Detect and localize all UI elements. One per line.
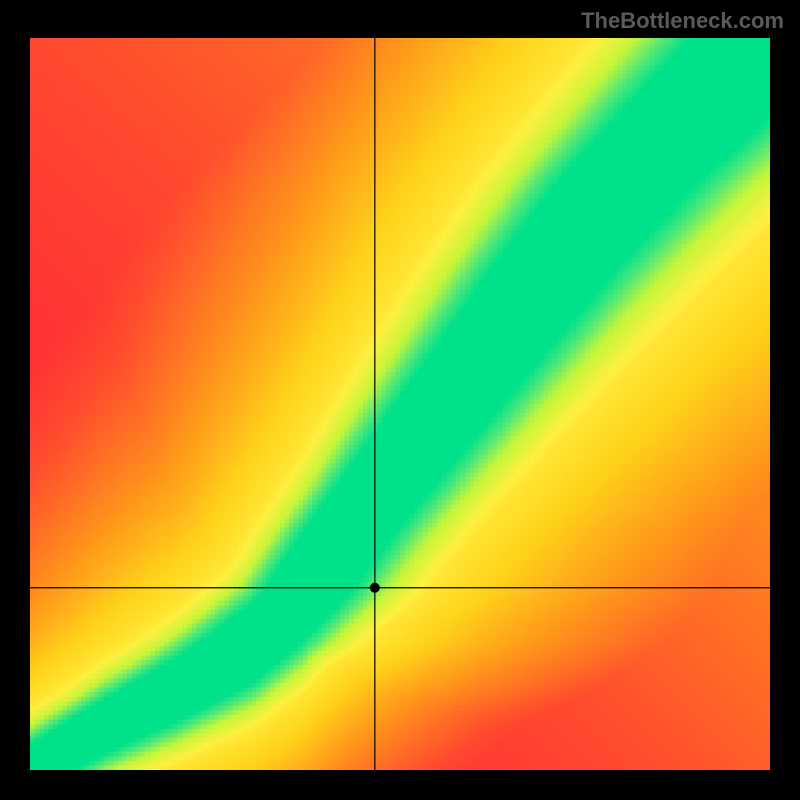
watermark-text: TheBottleneck.com <box>581 8 784 34</box>
bottleneck-heatmap <box>30 38 770 770</box>
chart-container: TheBottleneck.com <box>0 0 800 800</box>
